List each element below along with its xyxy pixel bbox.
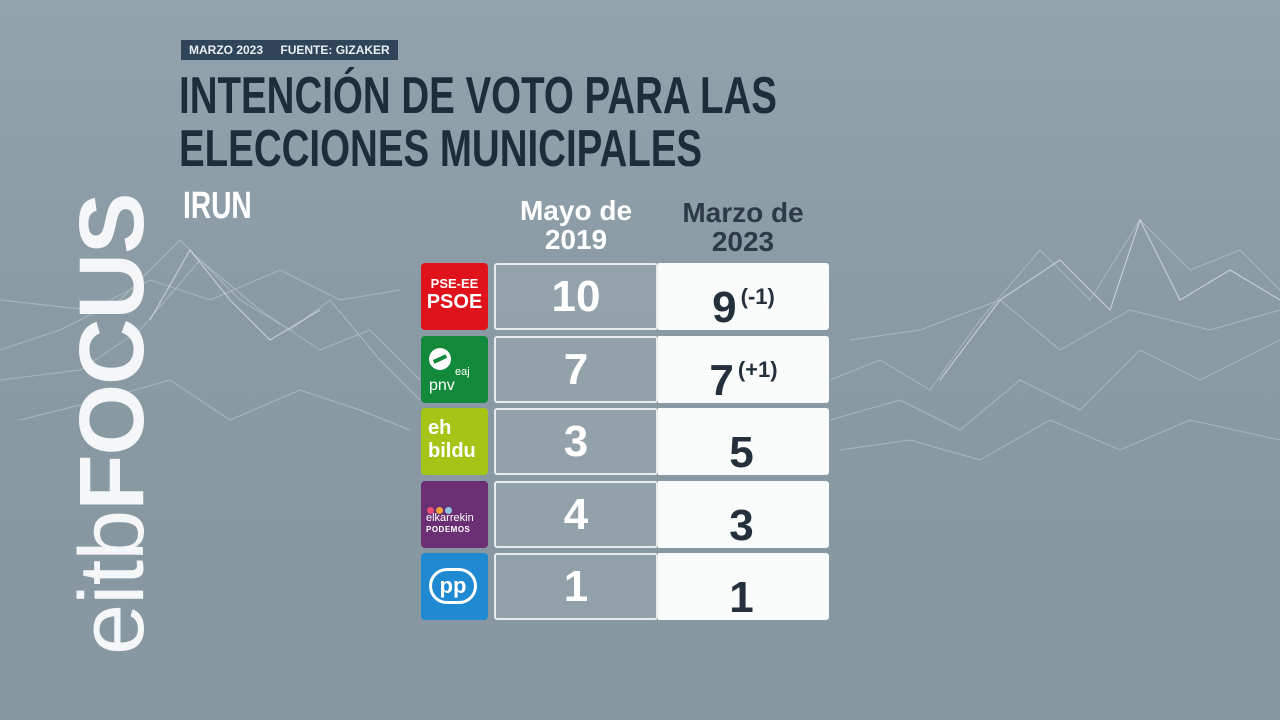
podemos-dots-icon [427,501,454,519]
info-tag: MARZO 2023 FUENTE: GIZAKER [181,40,398,60]
table-row: pp 1 1 [421,553,831,622]
table-row: eaj pnv 7 7 (+1) [421,336,831,405]
seats-previous: 7 [494,336,658,403]
brand-logo: eitbFOCUS [61,193,163,655]
seats-current: 7 (+1) [658,336,829,405]
page-title: INTENCIÓN DE VOTO PARA LAS ELECCIONES MU… [179,67,777,178]
date-label: MARZO 2023 [189,43,264,57]
seats-current: 9 (-1) [658,263,829,332]
column-header-current: Marzo de 2023 [682,197,804,257]
seats-current: 1 [658,553,829,622]
seats-current: 5 [658,408,829,477]
seat-change: (-1) [740,284,775,309]
seats-previous: 10 [494,263,658,330]
seats-previous: 1 [494,553,658,620]
table-row: eh bildu 3 5 [421,408,831,477]
table-row: PSE-EE PSOE 10 9 (-1) [421,263,831,332]
psoe-logo: PSE-EE PSOE [421,263,488,330]
pnv-logo: eaj pnv [421,336,488,403]
pp-logo: pp [421,553,488,620]
pnv-ball-icon [429,348,451,370]
seats-previous: 3 [494,408,658,475]
location-subtitle: IRUN [183,185,252,227]
source-label: FUENTE: GIZAKER [280,43,390,57]
table-row: elkarrekin PODEMOS 4 3 [421,481,831,550]
seat-change: (+1) [737,357,778,382]
seats-previous: 4 [494,481,658,548]
column-header-previous: Mayo de 2019 [519,195,633,255]
bildu-logo: eh bildu [421,408,488,475]
seats-current: 3 [658,481,829,550]
podemos-logo: elkarrekin PODEMOS [421,481,488,548]
